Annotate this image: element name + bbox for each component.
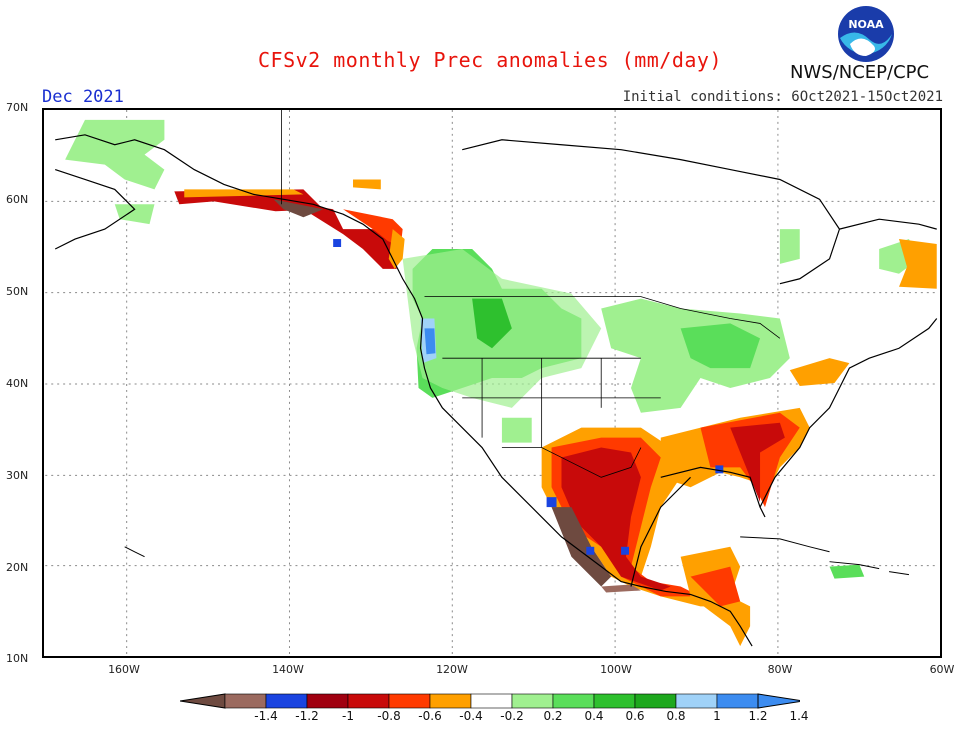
coastlines: [54, 134, 938, 647]
forecast-month: Dec 2021: [42, 87, 124, 107]
agency-label: NWS/NCEP/CPC: [790, 62, 930, 83]
colorbar-legend: [180, 693, 800, 709]
colorbar-tick: -0.6: [418, 709, 442, 723]
wet-anomalies-alaska: [65, 119, 165, 225]
colorbar-tick: 0.4: [584, 709, 604, 723]
colorbar-tick: -1.2: [295, 709, 319, 723]
colorbar-box: [265, 693, 308, 709]
colorbar-box: [347, 693, 390, 709]
colorbar-tick: -1: [342, 709, 354, 723]
lat-label-30n: 30N: [6, 469, 29, 482]
lat-label-10n: 10N: [6, 652, 29, 665]
colorbar-tick: -0.8: [377, 709, 401, 723]
wet-anomalies-pacific-coast-blue: [420, 318, 437, 364]
colorbar-boxes: [180, 693, 800, 709]
colorbar-box: [388, 693, 431, 709]
lat-label-20n: 20N: [6, 561, 29, 574]
initial-conditions: Initial conditions: 6Oct2021-15Oct2021: [622, 89, 943, 105]
blue-spots: [333, 239, 724, 555]
caribbean-islands: [124, 536, 910, 576]
dry-anomalies-northeast: [789, 239, 937, 386]
colorbar-box: [224, 693, 267, 709]
colorbar-box: [634, 693, 677, 709]
colorbar-box: [593, 693, 636, 709]
colorbar-box: [306, 693, 349, 709]
logo-text: NOAA: [848, 18, 884, 31]
dry-anomalies-southeast: [660, 407, 810, 508]
lat-label-40n: 40N: [6, 377, 29, 390]
colorbar-tick: 0.6: [625, 709, 645, 723]
colorbar-box: [552, 693, 595, 709]
colorbar-tick: 1.2: [748, 709, 768, 723]
lat-label-50n: 50N: [6, 285, 29, 298]
dry-anomalies-alaska-coast: [174, 179, 405, 269]
lat-label-70n: 70N: [6, 101, 29, 114]
colorbar-tick: 0.2: [543, 709, 563, 723]
colorbar-box: [675, 693, 718, 709]
dry-anomalies-central-america: [680, 546, 751, 647]
lon-label-120w: 120W: [436, 663, 468, 676]
wet-anomalies-caribbean: [829, 564, 865, 579]
lon-label-160w: 160W: [108, 663, 140, 676]
dry-anomalies-texas-mexico: [541, 427, 731, 607]
lon-label-80w: 80W: [767, 663, 793, 676]
lon-label-60w: 60W: [929, 663, 955, 676]
noaa-logo-icon: NOAA: [838, 6, 894, 62]
lat-label-60n: 60N: [6, 193, 29, 206]
wet-anomalies-great-lakes: [680, 323, 761, 369]
lon-label-140w: 140W: [272, 663, 304, 676]
colorbar-tick: -1.4: [254, 709, 278, 723]
colorbar-box: [470, 693, 513, 709]
colorbar-tick: -0.2: [500, 709, 524, 723]
colorbar-right-end: [757, 693, 800, 709]
wet-anomalies-nw-strong: [472, 298, 512, 349]
colorbar-left-end: [180, 693, 226, 709]
colorbar-box: [716, 693, 759, 709]
political-borders: [281, 110, 781, 478]
lon-label-100w: 100W: [600, 663, 632, 676]
colorbar-tick: 0.8: [666, 709, 686, 723]
chart-title: CFSv2 monthly Prec anomalies (mm/day): [257, 48, 723, 72]
colorbar-box: [429, 693, 472, 709]
colorbar-tick: -0.4: [459, 709, 483, 723]
colorbar-tick: 1: [713, 709, 721, 723]
colorbar-box: [511, 693, 554, 709]
precip-anomaly-map: [42, 108, 942, 658]
colorbar-tick: 1.4: [789, 709, 809, 723]
